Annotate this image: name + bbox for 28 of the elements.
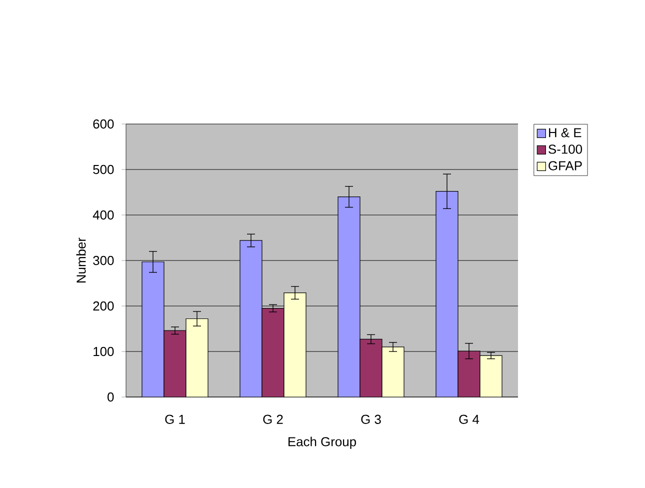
bar bbox=[142, 262, 164, 397]
bar bbox=[164, 330, 186, 397]
x-axis-title: Each Group bbox=[288, 436, 356, 449]
y-tick-label: 200 bbox=[93, 301, 114, 311]
y-tick-label: 600 bbox=[93, 119, 114, 129]
x-tick-label: G 2 bbox=[263, 414, 283, 424]
bar bbox=[186, 318, 208, 397]
y-axis-title: Number bbox=[76, 238, 86, 282]
y-tick-label: 300 bbox=[93, 256, 114, 266]
bar bbox=[284, 292, 306, 397]
bar bbox=[262, 308, 284, 397]
x-tick-label: G 1 bbox=[165, 414, 185, 424]
legend-label: H & E bbox=[549, 128, 582, 138]
legend-label: S-100 bbox=[548, 144, 582, 154]
bar bbox=[338, 196, 360, 397]
y-tick-label: 500 bbox=[93, 164, 114, 174]
bar bbox=[436, 191, 458, 397]
legend-label: GFAP bbox=[548, 161, 582, 170]
y-tick-label: 400 bbox=[92, 210, 114, 220]
bar bbox=[382, 346, 404, 397]
bar bbox=[360, 338, 382, 397]
bar bbox=[240, 240, 262, 397]
y-tick-label: 0 bbox=[108, 392, 114, 402]
bar bbox=[480, 355, 502, 397]
y-tick-label: 100 bbox=[94, 346, 114, 356]
x-tick-label: G 3 bbox=[361, 414, 381, 424]
x-tick-label: G 4 bbox=[459, 414, 480, 424]
bar bbox=[458, 350, 480, 397]
